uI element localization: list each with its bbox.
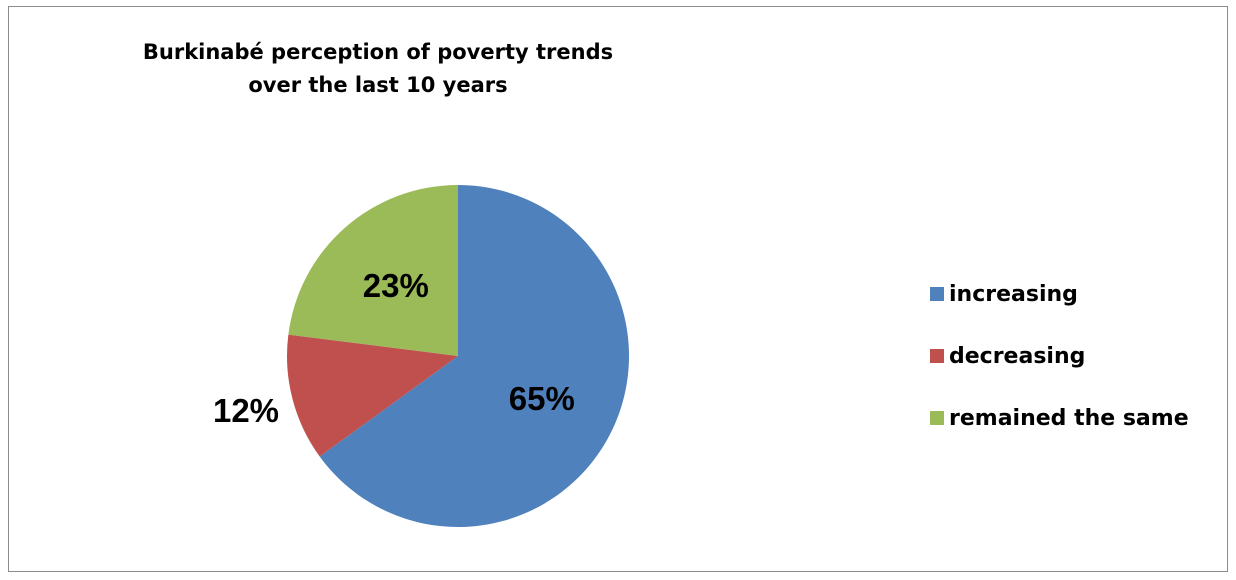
pie-slice-remained-the-same bbox=[288, 185, 458, 356]
legend-label: increasing bbox=[949, 281, 1078, 307]
slice-data-label: 23% bbox=[363, 267, 429, 304]
legend-entry-decreasing: decreasing bbox=[930, 340, 1230, 372]
legend-swatch bbox=[930, 411, 944, 425]
legend-label: decreasing bbox=[949, 343, 1086, 369]
slice-data-label: 65% bbox=[509, 380, 575, 417]
legend-entry-remained-the-same: remained the same bbox=[930, 402, 1230, 434]
pie-slice-increasing bbox=[319, 185, 630, 527]
legend: increasing decreasing remained the same bbox=[930, 278, 1230, 464]
slice-data-label: 12% bbox=[213, 392, 279, 429]
legend-entry-increasing: increasing bbox=[930, 278, 1230, 310]
chart-title: Burkinabé perception of poverty trends o… bbox=[142, 40, 614, 97]
chart-frame bbox=[8, 6, 1228, 572]
pie-slice-decreasing bbox=[287, 334, 458, 457]
legend-swatch bbox=[930, 349, 944, 363]
legend-label: remained the same bbox=[949, 405, 1189, 431]
legend-swatch bbox=[930, 287, 944, 301]
